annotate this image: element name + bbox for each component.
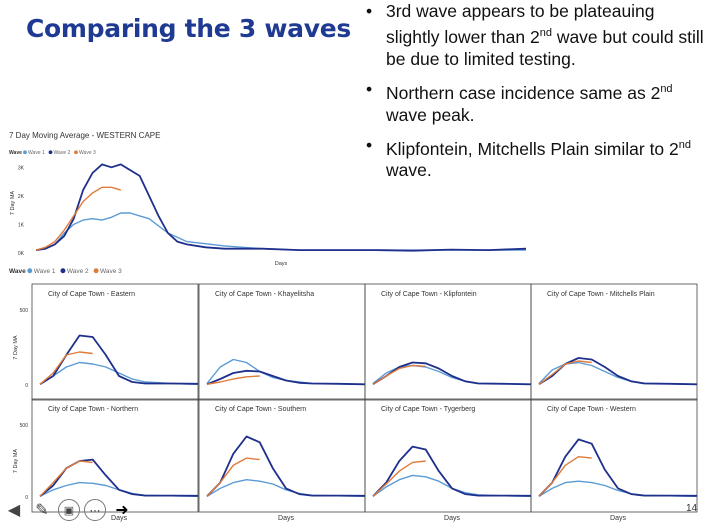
legend-label: Wave 3 (79, 150, 96, 156)
panel-border (198, 283, 366, 401)
series-line-wave-3 (538, 360, 592, 385)
arrow-right-icon[interactable]: ➜ (115, 502, 129, 519)
panel-border (530, 283, 698, 401)
chart-title: City of Cape Town - Western (547, 406, 636, 413)
legend-marker (93, 268, 99, 274)
series-line-wave-2 (206, 435, 366, 497)
series-line-wave-3 (39, 460, 93, 497)
legend-marker (48, 150, 53, 155)
chart-title: City of Cape Town - Klipfontein (381, 291, 477, 298)
bullet-item: Northern case incidence same as 2nd wave… (360, 78, 705, 126)
slide-number: 14 (686, 503, 698, 514)
slide-title: Comparing the 3 waves (26, 14, 351, 43)
series-line-wave-3 (206, 375, 260, 385)
y-axis-label: 7 Day MA (13, 449, 19, 473)
legend-title: Wave (9, 268, 26, 275)
arrow-left-icon[interactable]: ◀ (7, 502, 21, 519)
y-axis-label: 7 Day MA (13, 335, 19, 359)
legend-label: Wave 1 (28, 150, 45, 156)
panel-border (31, 283, 199, 401)
series-line-wave-2 (39, 458, 199, 497)
y-tick-label: 500 (20, 423, 29, 429)
series-line-wave-3 (35, 186, 121, 251)
chart-title: City of Cape Town - Khayelitsha (215, 291, 314, 298)
y-tick-label: 2K (18, 194, 25, 200)
legend-label: Wave 1 (34, 268, 56, 275)
series-line-wave-2 (206, 369, 366, 386)
y-tick-label: 1K (18, 222, 25, 228)
x-axis-label: Days (275, 261, 288, 267)
series-line-wave-1 (372, 474, 532, 497)
pen-icon[interactable]: ✎ (35, 502, 49, 519)
series-line-wave-1 (35, 212, 526, 251)
legend-title: Wave (9, 150, 22, 156)
series-line-wave-3 (538, 456, 592, 497)
series-line-wave-3 (206, 457, 260, 497)
bullet-item: 3rd wave appears to be plateauing slight… (360, 0, 705, 70)
y-tick-label: 0K (18, 251, 25, 257)
y-tick-label: 0 (25, 495, 28, 501)
y-axis-label: 7 Day MA (10, 191, 16, 215)
x-axis-label: Days (610, 515, 626, 522)
chart-title: City of Cape Town - Eastern (48, 291, 135, 298)
series-line-wave-2 (372, 445, 532, 497)
chart-title: City of Cape Town - Northern (48, 406, 138, 413)
y-tick-label: 500 (20, 308, 29, 314)
legend-label: Wave 3 (100, 268, 122, 275)
legend-marker (27, 268, 33, 274)
presentation-toolbar: ◀ ✎ ▣ ⋯ ➜ (2, 496, 134, 524)
series-line-wave-2 (372, 361, 532, 386)
series-line-wave-3 (372, 460, 426, 497)
panel-border (31, 398, 199, 513)
y-tick-label: 3K (18, 165, 25, 171)
slides-icon[interactable]: ▣ (58, 499, 80, 521)
legend-label: Wave 2 (67, 268, 89, 275)
series-line-wave-2 (35, 163, 527, 252)
panel-border (364, 283, 532, 401)
x-axis-label: Days (111, 515, 127, 522)
more-icon[interactable]: ⋯ (84, 499, 106, 521)
y-tick-label: 0 (25, 383, 28, 389)
series-line-wave-2 (538, 357, 698, 386)
series-line-wave-2 (538, 438, 698, 497)
series-line-wave-1 (39, 361, 199, 385)
panel-border (530, 398, 698, 513)
chart-title: City of Cape Town - Mitchells Plain (547, 291, 655, 298)
chart-title: City of Cape Town - Tygerberg (381, 406, 475, 413)
x-axis-label: Days (278, 515, 294, 522)
series-line-wave-3 (39, 351, 93, 385)
series-line-wave-3 (372, 364, 426, 385)
legend-label: Wave 2 (54, 150, 71, 156)
legend-marker (74, 150, 78, 155)
series-line-wave-2 (39, 334, 199, 386)
chart-title: 7 Day Moving Average - WESTERN CAPE (9, 131, 160, 140)
x-axis-label: Days (444, 515, 460, 522)
legend-marker (23, 150, 27, 155)
bullet-item: Klipfontein, Mitchells Plain similar to … (360, 134, 705, 182)
legend-marker (60, 268, 66, 274)
chart-title: City of Cape Town - Southern (215, 406, 306, 413)
bullet-list: 3rd wave appears to be plateauing slight… (360, 0, 705, 189)
